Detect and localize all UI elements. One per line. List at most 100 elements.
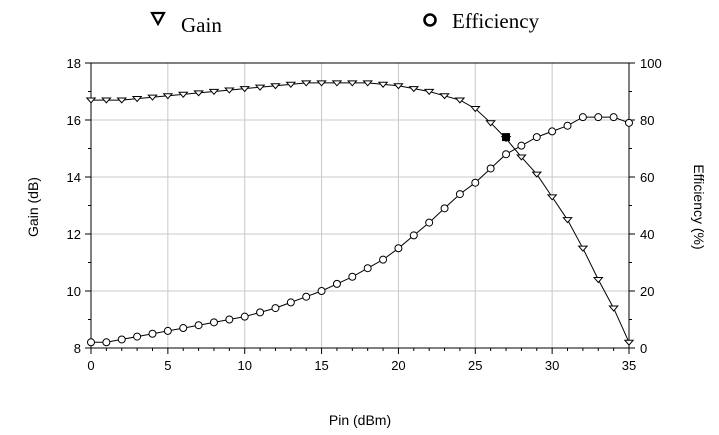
intersection-point [502, 133, 511, 142]
series-line-gain [91, 82, 630, 343]
y-tick-label: 12 [67, 227, 81, 242]
x-tick-label: 30 [545, 358, 559, 373]
gain-point [162, 93, 174, 100]
x-axis-title: Pin (dBm) [329, 412, 391, 428]
efficiency-point [363, 264, 372, 273]
efficiency-point [517, 141, 526, 150]
efficiency-point [194, 321, 203, 330]
gain-point [316, 80, 327, 87]
gain-point [193, 90, 204, 97]
efficiency-point [409, 231, 418, 240]
y2-tick-label: 80 [640, 113, 654, 128]
gain-point [577, 245, 589, 252]
efficiency-point [486, 164, 495, 173]
gain-point [177, 91, 189, 98]
efficiency-point [578, 113, 587, 122]
legend-triangle-icon [150, 11, 166, 27]
y2-tick-label: 0 [640, 341, 647, 356]
gain-point [116, 97, 128, 104]
x-tick-label: 15 [314, 358, 328, 373]
legend-efficiency-label: Efficiency [452, 9, 540, 33]
y2-axis-title: Efficiency (%) [691, 164, 707, 249]
y2-tick-label: 40 [640, 227, 654, 242]
efficiency-point [332, 279, 341, 288]
efficiency-point [594, 113, 603, 122]
efficiency-point [286, 298, 295, 307]
y2-tick-label: 60 [640, 170, 654, 185]
y2-tick-label: 20 [640, 284, 654, 299]
efficiency-point [209, 318, 218, 327]
gain-point [362, 80, 373, 87]
efficiency-point [256, 308, 265, 317]
efficiency-point [302, 292, 311, 301]
gain-point [623, 339, 635, 346]
legend-gain-marker [150, 11, 166, 27]
x-tick-label: 35 [622, 358, 636, 373]
gain-point [85, 97, 97, 104]
efficiency-point [117, 335, 126, 344]
series-layer [85, 80, 635, 347]
gain-point [485, 120, 496, 127]
efficiency-point [271, 304, 280, 313]
efficiency-point [163, 326, 172, 335]
gain-point [224, 87, 235, 94]
y-tick-label: 18 [67, 56, 81, 71]
gain-point [408, 86, 420, 93]
legend-gain-label: Gain [181, 13, 222, 37]
efficiency-point [317, 287, 326, 295]
gain-point [331, 80, 343, 87]
x-tick-label: 5 [164, 358, 171, 373]
gain-point [347, 80, 358, 87]
efficiency-point [179, 324, 188, 333]
x-tick-label: 20 [391, 358, 405, 373]
gain-point [147, 94, 158, 101]
gain-point [131, 96, 143, 103]
gain-point [439, 93, 450, 100]
gain-point [516, 154, 527, 161]
y2-tick-labels: 0 20 40 60 80 100 [640, 56, 662, 356]
gain-point [101, 97, 112, 104]
efficiency-point [87, 338, 95, 347]
gain-point [393, 83, 404, 90]
x-tick-labels: 0 5 10 15 20 25 30 35 [87, 358, 636, 373]
efficiency-point [225, 315, 234, 324]
axes [85, 62, 635, 354]
efficiency-point [133, 332, 142, 341]
efficiency-point [379, 255, 388, 264]
efficiency-point [240, 312, 249, 321]
y2-tick-label: 100 [640, 56, 662, 71]
efficiency-point [471, 178, 480, 187]
efficiency-point [425, 218, 434, 227]
plot-frame [90, 62, 630, 349]
y-tick-label: 14 [67, 170, 81, 185]
gain-point [285, 81, 297, 88]
legend: Gain Efficiency [150, 9, 540, 37]
y-tick-labels: 8 10 12 14 16 18 [67, 56, 81, 356]
y-tick-label: 10 [67, 284, 81, 299]
efficiency-point [394, 244, 403, 253]
gain-point [377, 81, 389, 88]
gain-point [239, 86, 250, 93]
efficiency-point [455, 190, 464, 199]
gain-point [208, 88, 220, 96]
efficiency-point [625, 118, 633, 127]
gain-point [254, 84, 266, 91]
gain-point [454, 97, 466, 104]
efficiency-point [440, 204, 449, 213]
gain-point [470, 106, 481, 113]
efficiency-point [532, 133, 541, 142]
x-tick-label: 0 [87, 358, 94, 373]
x-tick-label: 25 [468, 358, 482, 373]
gain-point [270, 83, 281, 90]
x-tick-label: 10 [237, 358, 251, 373]
gain-point [562, 217, 573, 224]
efficiency-point [563, 121, 572, 130]
y-tick-label: 8 [74, 341, 81, 356]
gain-point [423, 88, 435, 96]
efficiency-point [148, 329, 157, 338]
efficiency-point [102, 338, 111, 347]
y-tick-label: 16 [67, 113, 81, 128]
gridlines [91, 63, 629, 348]
gain-point [608, 305, 619, 312]
series-line-efficiency [91, 116, 630, 343]
